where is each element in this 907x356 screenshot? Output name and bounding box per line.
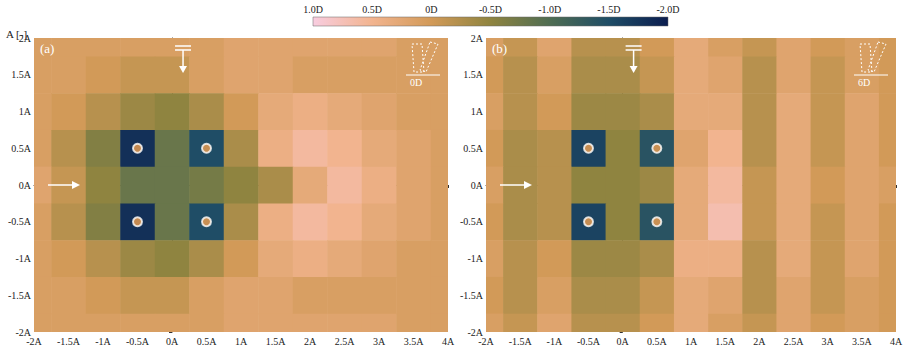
svg-text:-0.5A: -0.5A [126,336,150,347]
svg-text:6D: 6D [858,77,870,88]
svg-text:0A: 0A [617,336,630,347]
svg-text:2.5A: 2.5A [784,336,805,347]
svg-text:-2A: -2A [26,336,42,347]
svg-text:0.5A: 0.5A [197,336,218,347]
svg-text:2.5A: 2.5A [335,336,356,347]
svg-text:3A: 3A [822,336,835,347]
svg-text:-1A: -1A [467,253,483,264]
svg-text:3A: 3A [373,336,386,347]
svg-text:-1.5A: -1.5A [57,336,81,347]
svg-text:0D: 0D [410,77,422,88]
svg-text:-1A: -1A [547,336,563,347]
svg-text:-2A: -2A [478,336,494,347]
svg-text:2A: 2A [471,33,484,44]
svg-text:0.5A: 0.5A [647,336,668,347]
svg-text:3.5A: 3.5A [852,336,873,347]
svg-text:1.5A: 1.5A [715,336,736,347]
svg-text:1A: 1A [685,336,698,347]
svg-text:0.5D: 0.5D [362,4,382,15]
svg-text:0A: 0A [19,180,32,191]
svg-text:-1A: -1A [15,253,31,264]
svg-text:3.5A: 3.5A [404,336,425,347]
svg-text:(b): (b) [492,41,507,56]
svg-text:-1.5A: -1.5A [8,290,32,301]
svg-text:-1.5A: -1.5A [460,290,484,301]
svg-text:-2.0D: -2.0D [656,4,679,15]
svg-text:1.5A: 1.5A [463,69,484,80]
svg-text:0D: 0D [425,4,437,15]
svg-text:(a): (a) [40,41,54,56]
svg-text:1A: 1A [235,336,248,347]
svg-text:0A: 0A [471,180,484,191]
svg-text:-0.5D: -0.5D [479,4,502,15]
svg-text:2A: 2A [753,336,766,347]
svg-text:0.5A: 0.5A [11,143,32,154]
svg-text:-1.5D: -1.5D [597,4,620,15]
svg-text:-1A: -1A [95,336,111,347]
svg-text:-0.5A: -0.5A [460,216,484,227]
svg-text:-1.5A: -1.5A [509,336,533,347]
svg-text:-2A: -2A [15,326,31,338]
svg-text:0A: 0A [166,336,179,347]
svg-text:-0.5A: -0.5A [577,336,601,347]
svg-text:-1.0D: -1.0D [538,4,561,15]
svg-text:1.5A: 1.5A [266,336,287,347]
svg-text:-0.5A: -0.5A [8,216,32,227]
svg-text:2A: 2A [304,336,317,347]
svg-text:4A: 4A [890,336,903,347]
svg-text:1A: 1A [19,106,32,117]
svg-text:A [-]: A [-] [6,27,28,40]
svg-text:4A: 4A [442,336,455,347]
svg-text:0.5A: 0.5A [463,143,484,154]
svg-text:2A: 2A [19,33,32,44]
svg-text:-2A: -2A [467,326,483,338]
svg-text:1A: 1A [471,106,484,117]
svg-text:1.0D: 1.0D [303,4,323,15]
svg-text:1.5A: 1.5A [11,69,32,80]
